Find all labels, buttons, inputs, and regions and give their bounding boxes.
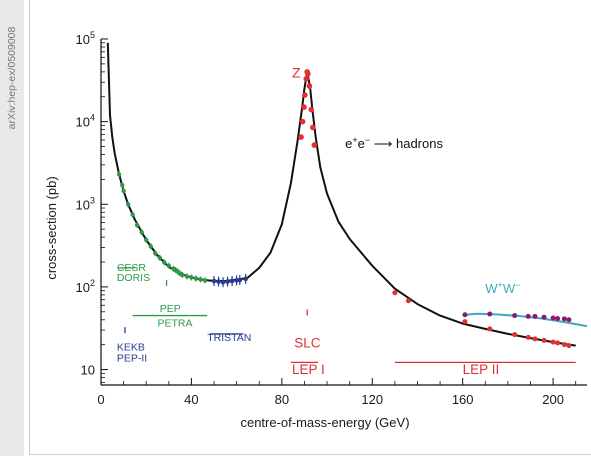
green-data-point xyxy=(153,251,158,256)
pep-label: PEP xyxy=(160,303,181,315)
ww-data-point xyxy=(550,315,556,321)
lep2-data-point xyxy=(541,337,547,343)
petra-label: PETRA xyxy=(158,318,193,330)
green-data-point xyxy=(120,183,125,188)
blue-data-point xyxy=(211,278,217,284)
z-peak-data-point xyxy=(303,75,310,82)
x-tick-label: 80 xyxy=(275,392,289,407)
ww-data-point xyxy=(555,315,561,321)
blue-data-point xyxy=(225,279,230,284)
ww-data-point xyxy=(541,314,547,320)
z-peak-data-point xyxy=(305,70,311,77)
x-tick-label: 120 xyxy=(361,392,383,407)
green-data-point xyxy=(139,229,144,235)
z-peak-data-point xyxy=(311,142,318,148)
ww-data-point xyxy=(512,313,518,319)
z-peak-data-point xyxy=(308,106,315,113)
ww-data-point xyxy=(462,312,468,318)
ww-data-point xyxy=(566,317,572,323)
ww-data-point xyxy=(487,311,493,317)
green-data-point xyxy=(134,222,140,228)
ww-label: W+W− xyxy=(485,280,520,296)
lep2-data-point xyxy=(566,343,572,349)
blue-data-point xyxy=(243,276,248,282)
z-peak-data-point xyxy=(299,118,306,125)
x-tick-label: 200 xyxy=(542,392,564,407)
x-tick-label: 0 xyxy=(97,392,104,407)
y-tick-label: 102 xyxy=(76,278,95,295)
x-tick-label: 40 xyxy=(184,392,198,407)
green-data-point xyxy=(121,188,126,194)
tristan-label: TRISTAN xyxy=(207,332,251,344)
green-data-point xyxy=(130,212,135,217)
theory-curve xyxy=(106,42,576,347)
z-peak-data-point xyxy=(302,92,308,98)
side-strip: arXiv:hep-ex/0509008 xyxy=(0,0,24,456)
pep-ii-label: PEP-II xyxy=(117,353,147,365)
z-peak-data-point xyxy=(310,124,316,131)
lep2-data-point xyxy=(392,290,398,296)
green-data-point xyxy=(202,278,208,283)
green-data-point xyxy=(180,272,185,278)
green-data-point xyxy=(148,244,153,249)
reaction-label: e+e− ⟶ hadrons xyxy=(345,135,443,151)
green-data-point xyxy=(157,255,162,261)
blue-data-point xyxy=(229,278,235,284)
green-data-point xyxy=(193,276,199,281)
x-tick-label: 160 xyxy=(452,392,474,407)
lep2-data-point xyxy=(550,339,556,345)
lep2-data-point xyxy=(512,332,518,338)
ww-data-point xyxy=(532,313,538,319)
lep-ii-label: LEP II xyxy=(463,362,500,377)
green-data-point xyxy=(125,202,131,207)
blue-data-point xyxy=(220,279,226,285)
green-data-point xyxy=(189,275,194,280)
z-peak-data-point xyxy=(298,134,304,140)
ww-theory-curve xyxy=(462,312,588,328)
lep2-data-point xyxy=(532,336,538,342)
green-data-point xyxy=(116,172,122,177)
lep2-data-point xyxy=(487,326,493,332)
lep-i-label: LEP I xyxy=(292,362,325,377)
blue-data-point xyxy=(237,277,243,283)
z-peak-data-point xyxy=(301,104,307,110)
lep2-data-point xyxy=(525,334,531,340)
y-axis-title: cross-section (pb) xyxy=(44,176,59,279)
figure-frame xyxy=(29,0,591,455)
z-peak-label: Z xyxy=(292,65,301,81)
kekb-label: KEKB xyxy=(117,341,145,353)
y-tick-label: 10 xyxy=(81,363,95,378)
green-data-point xyxy=(162,260,167,265)
green-data-point xyxy=(184,274,190,279)
y-tick-label: 104 xyxy=(76,113,95,130)
y-tick-label: 105 xyxy=(76,30,95,47)
doris-label: DORIS xyxy=(117,272,150,284)
blue-data-point xyxy=(216,279,221,284)
ww-data-point xyxy=(561,316,567,322)
lep2-data-point xyxy=(462,319,468,325)
lep2-data-point xyxy=(555,340,561,346)
cesr-label: CESR xyxy=(117,262,147,274)
green-data-point xyxy=(198,277,203,282)
z-peak-data-point xyxy=(306,83,313,89)
ww-data-point xyxy=(525,313,531,319)
lep2-data-point xyxy=(405,298,411,304)
slc-label: SLC xyxy=(294,335,321,350)
green-data-point xyxy=(166,263,172,269)
y-tick-label: 103 xyxy=(76,195,95,212)
lep2-data-point xyxy=(561,342,567,348)
x-axis-title: centre-of-mass-energy (GeV) xyxy=(240,415,409,430)
green-data-point xyxy=(144,237,149,243)
